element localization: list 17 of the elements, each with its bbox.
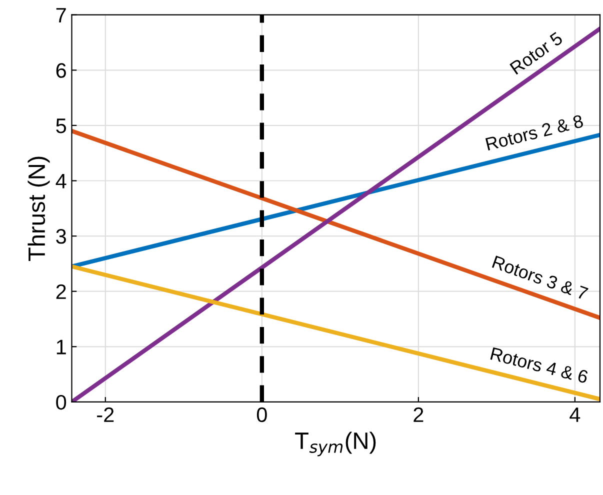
y-tick-label: 6 [56,63,66,78]
text: Rotors 3 & 7 [492,255,589,300]
text: Rotors 2 & 8 [485,114,584,151]
y-tick-label: 1 [56,340,66,354]
x-tick-label: 2 [414,407,424,422]
x-tick-label: 0 [256,407,267,422]
text: Rotors 4 & 6 [490,347,588,384]
y-tick-label: 3 [56,229,66,244]
y-tick-label: 5 [56,118,66,134]
y-tick-label: 0 [56,394,66,410]
y-tick-label: 7 [56,8,66,22]
y-tick-label: 2 [56,284,66,299]
x-tick-label: 4 [570,408,580,422]
x-tick-label: -2 [97,407,114,422]
x-axis-title: T$_{sym}$(N) [295,432,376,456]
y-tick-label: 4 [56,174,66,188]
y-axis-title: Thrust (N) [28,156,50,261]
